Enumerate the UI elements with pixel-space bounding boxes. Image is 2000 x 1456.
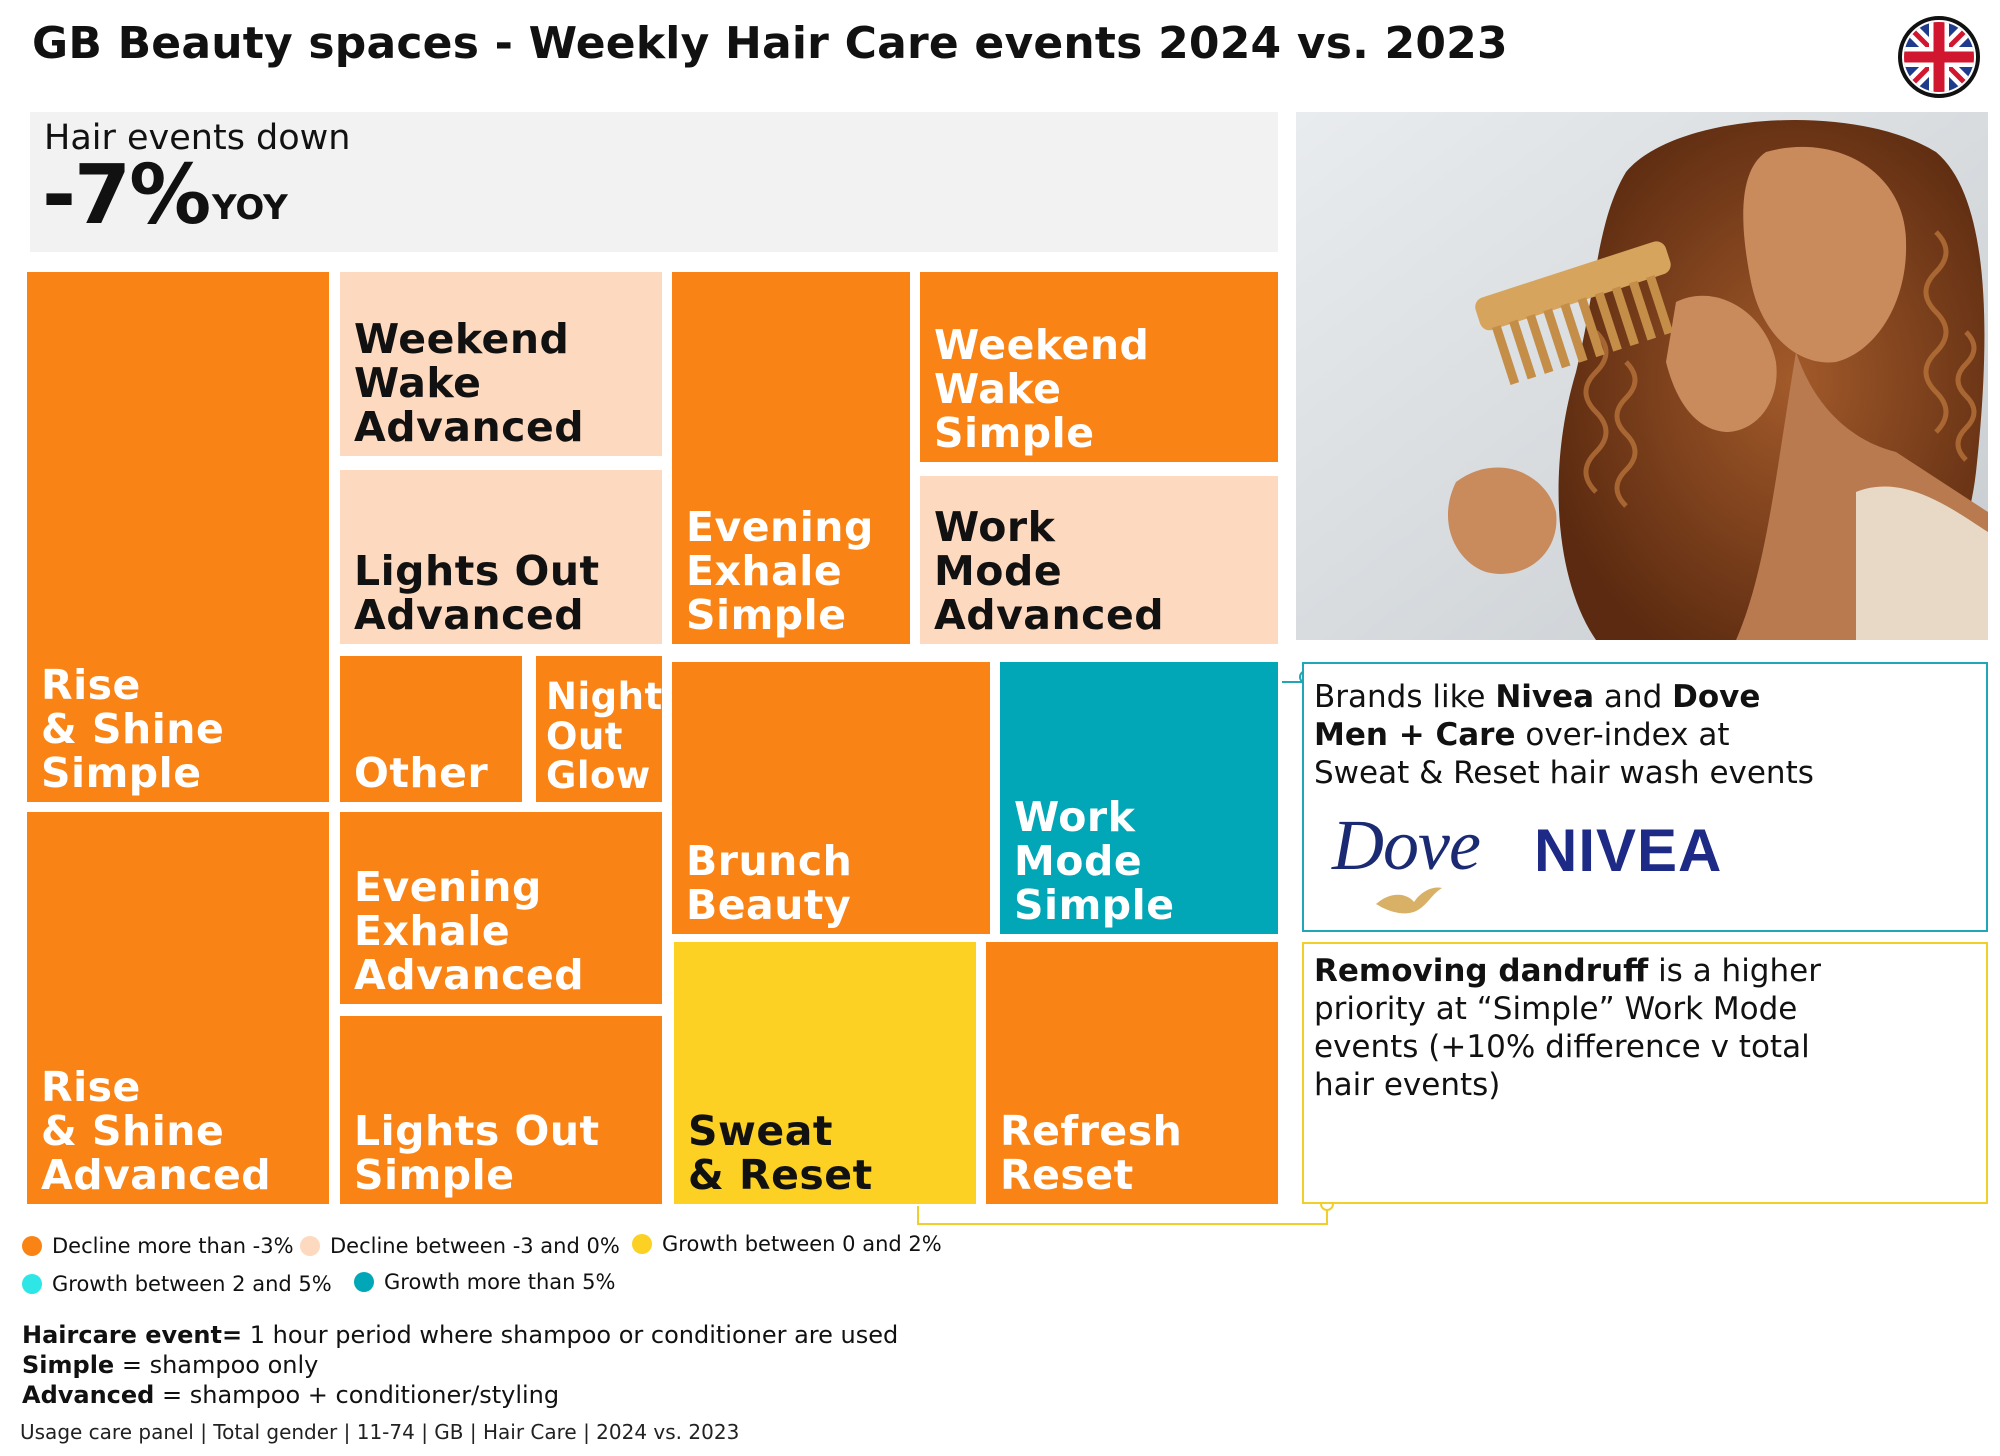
treemap-tile-label: Work Mode Advanced — [934, 503, 1165, 640]
treemap-tile-label: Lights Out Advanced — [354, 547, 600, 640]
dandruff-callout: Removing dandruff is a higher priority a… — [1302, 942, 1988, 1204]
legend-dot — [300, 1236, 320, 1256]
treemap-tile: Sweat & Reset — [674, 942, 976, 1204]
treemap-tile-label: Night Out Glow — [546, 675, 663, 798]
definition-row: Advanced = shampoo + conditioner/styling — [22, 1380, 898, 1410]
treemap-tile-label: Brunch Beauty — [686, 837, 853, 930]
legend-label: Decline between -3 and 0% — [330, 1234, 620, 1258]
legend-label: Decline more than -3% — [52, 1234, 294, 1258]
kpi-label: Hair events down — [44, 118, 351, 158]
kpi-unit: YOY — [212, 188, 288, 228]
treemap-tile-label: Evening Exhale Advanced — [354, 863, 585, 1000]
definition-desc: = shampoo only — [114, 1351, 319, 1379]
definition-desc: 1 hour period where shampoo or condition… — [242, 1321, 899, 1349]
treemap-tile-label: Evening Exhale Simple — [686, 503, 874, 640]
kpi-value: -7% — [42, 148, 211, 243]
dove-bird-icon — [1376, 887, 1442, 914]
treemap-tile: Weekend Wake Simple — [920, 272, 1278, 462]
nivea-logo: NIVEA — [1534, 817, 1723, 884]
treemap-tile-label: Other — [354, 749, 489, 798]
dandruff-connector-line — [917, 1206, 1328, 1225]
treemap-tile: Brunch Beauty — [672, 662, 990, 934]
treemap-tile: Work Mode Advanced — [920, 476, 1278, 644]
legend-label: Growth more than 5% — [384, 1270, 616, 1294]
treemap-tile: Night Out Glow — [536, 656, 662, 802]
treemap-tile: Work Mode Simple — [1000, 662, 1278, 934]
treemap-tile-label: Rise & Shine Advanced — [41, 1063, 272, 1200]
definition-term: Simple — [22, 1351, 115, 1379]
brands-text-nivea: Nivea — [1495, 679, 1595, 715]
treemap-tile-label: Refresh Reset — [1000, 1107, 1183, 1200]
legend: Decline more than -3% Decline between -3… — [22, 1232, 1002, 1302]
legend-dot — [22, 1274, 42, 1294]
treemap-tile: Other — [340, 656, 522, 802]
woman-combing-hair-photo — [1296, 112, 1988, 640]
brands-callout-text: Brands like Nivea and Dove Men + Care ov… — [1314, 678, 1834, 792]
treemap-tile: Rise & Shine Advanced — [27, 812, 329, 1204]
source-note: Usage care panel | Total gender | 11-74 … — [20, 1420, 740, 1444]
treemap-tile-label: Sweat & Reset — [688, 1107, 873, 1200]
brands-text-part: over-index at Sweat & Reset hair wash ev… — [1314, 717, 1814, 791]
treemap-tile-label: Weekend Wake Simple — [934, 321, 1150, 458]
treemap-tile-label: Work Mode Simple — [1014, 793, 1175, 930]
legend-dot — [22, 1236, 42, 1256]
treemap-tile: Lights Out Simple — [340, 1016, 662, 1204]
legend-dot — [354, 1272, 374, 1292]
definition-desc: = shampoo + conditioner/styling — [154, 1381, 560, 1409]
treemap-tile: Weekend Wake Advanced — [340, 272, 662, 456]
dove-logo: Dove — [1332, 805, 1481, 885]
definition-term: Advanced — [22, 1381, 155, 1409]
treemap-tile: Evening Exhale Advanced — [340, 812, 662, 1004]
definition-row: Simple = shampoo only — [22, 1350, 898, 1380]
dandruff-callout-text: Removing dandruff is a higher priority a… — [1314, 952, 1834, 1104]
brands-text-part: Brands like — [1314, 679, 1496, 715]
brands-text-part: and — [1594, 679, 1673, 715]
legend-label: Growth between 2 and 5% — [52, 1272, 332, 1296]
brands-text-dove: Dove Men + Care — [1314, 679, 1761, 753]
treemap-tile: Rise & Shine Simple — [27, 272, 329, 802]
dandruff-text-bold: Removing dandruff — [1314, 953, 1649, 989]
treemap-tile: Refresh Reset — [986, 942, 1278, 1204]
treemap-tile: Lights Out Advanced — [340, 470, 662, 644]
legend-label: Growth between 0 and 2% — [662, 1232, 942, 1256]
uk-flag-icon — [1898, 16, 1980, 98]
brands-callout: Brands like Nivea and Dove Men + Care ov… — [1302, 662, 1988, 932]
treemap-tile: Evening Exhale Simple — [672, 272, 910, 644]
legend-dot — [632, 1234, 652, 1254]
definitions: Haircare event= 1 hour period where sham… — [22, 1320, 898, 1410]
treemap-tile-label: Rise & Shine Simple — [41, 661, 225, 798]
page-title: GB Beauty spaces - Weekly Hair Care even… — [32, 18, 1508, 69]
kpi-box: Hair events down -7% YOY — [30, 112, 1278, 252]
definition-row: Haircare event= 1 hour period where sham… — [22, 1320, 898, 1350]
treemap-tile-label: Weekend Wake Advanced — [354, 315, 585, 452]
definition-term: Haircare event= — [22, 1321, 243, 1349]
dandruff-text-part: is a higher priority at “Simple” Work Mo… — [1314, 953, 1821, 1103]
treemap-tile-label: Lights Out Simple — [354, 1107, 600, 1200]
